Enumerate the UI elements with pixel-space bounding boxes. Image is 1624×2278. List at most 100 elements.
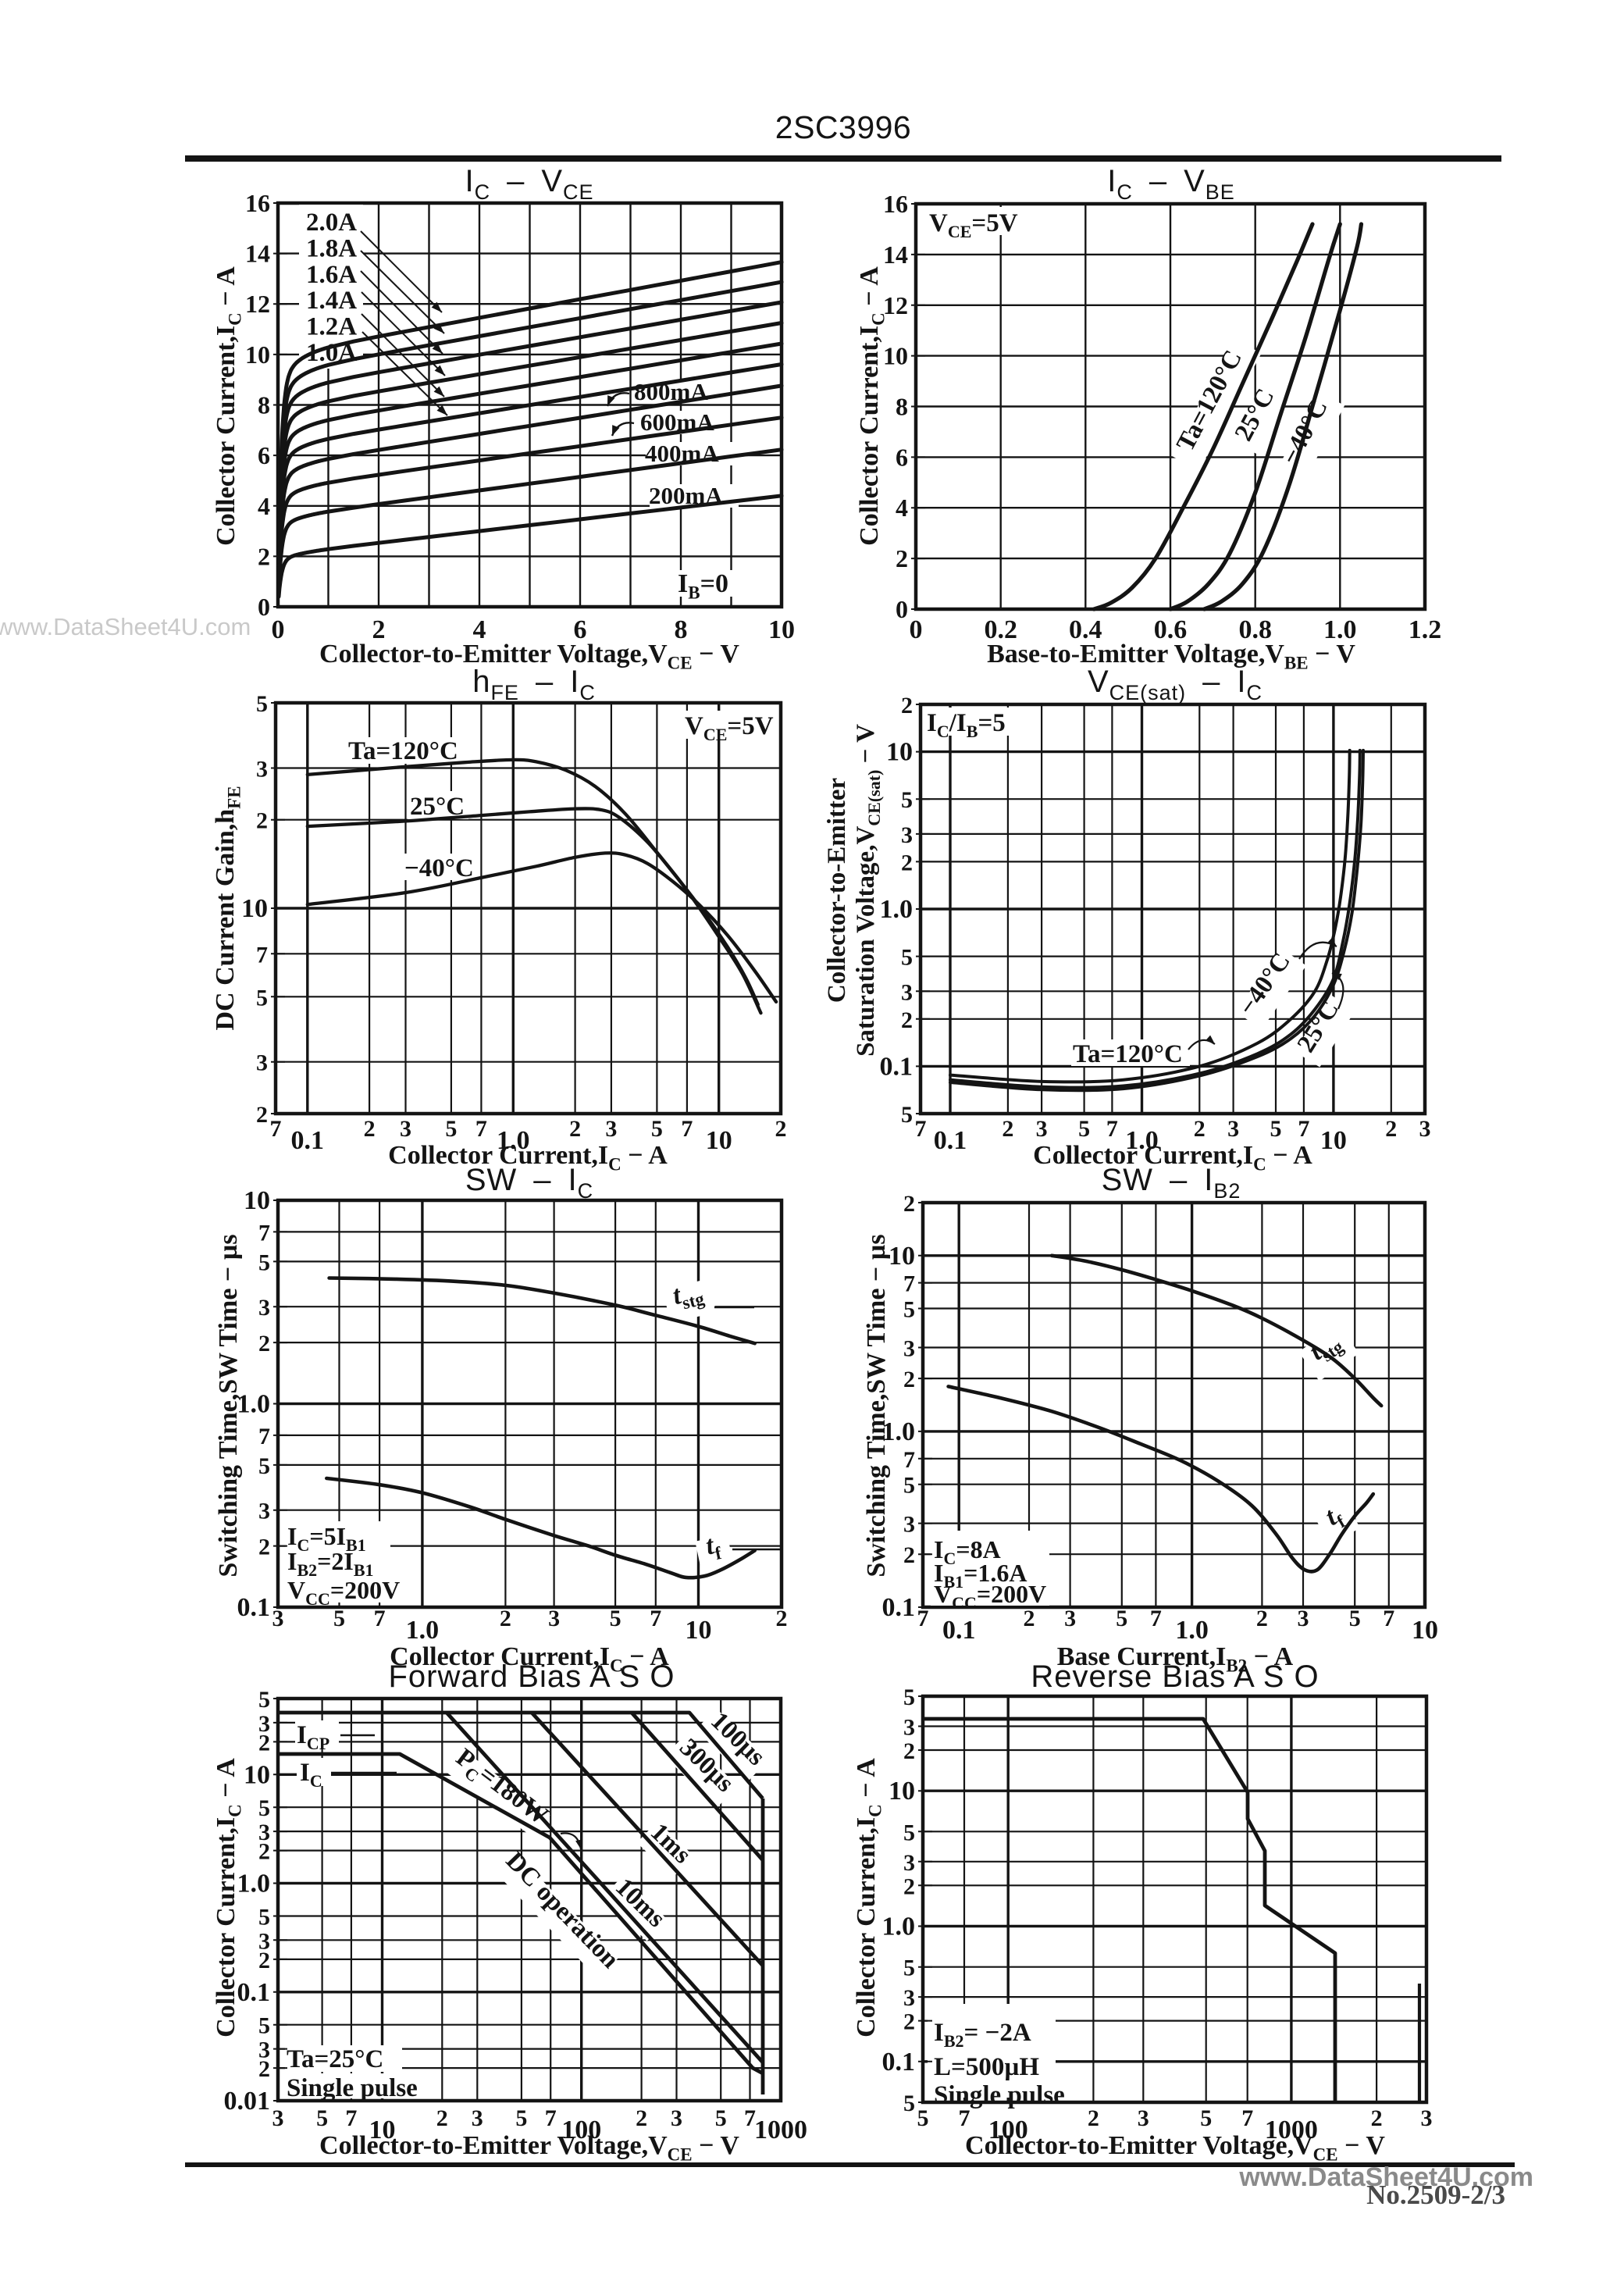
svg-text:10: 10 bbox=[768, 615, 795, 644]
svg-text:Collector Current,IC − A: Collector Current,IC − A bbox=[390, 1642, 669, 1676]
svg-text:1ms: 1ms bbox=[645, 1818, 696, 1869]
svg-text:7: 7 bbox=[1150, 1606, 1162, 1631]
svg-text:0.01: 0.01 bbox=[224, 2087, 271, 2116]
svg-text:2: 2 bbox=[1024, 1606, 1035, 1631]
svg-text:600mA: 600mA bbox=[640, 408, 714, 436]
svg-text:2: 2 bbox=[258, 542, 270, 570]
svg-text:14: 14 bbox=[883, 241, 908, 269]
svg-text:5: 5 bbox=[901, 945, 913, 971]
svg-text:2: 2 bbox=[500, 1606, 511, 1631]
svg-text:0: 0 bbox=[258, 593, 270, 621]
svg-text:100: 100 bbox=[561, 2116, 601, 2144]
svg-text:2: 2 bbox=[903, 1738, 915, 1764]
svg-text:3: 3 bbox=[256, 1050, 268, 1076]
svg-text:5: 5 bbox=[903, 1820, 915, 1845]
svg-text:100: 100 bbox=[988, 2116, 1028, 2144]
svg-text:8: 8 bbox=[896, 393, 908, 421]
svg-text:3: 3 bbox=[548, 1606, 560, 1631]
svg-text:2: 2 bbox=[901, 1007, 913, 1033]
svg-text:Collector Current,IC − A: Collector Current,IC − A bbox=[852, 1758, 885, 2037]
svg-text:IB2=2IB1: IB2=2IB1 bbox=[287, 1547, 374, 1580]
svg-text:2: 2 bbox=[1002, 1116, 1013, 1142]
svg-text:8: 8 bbox=[675, 615, 688, 644]
svg-text:SW – IB2: SW – IB2 bbox=[1102, 1163, 1241, 1203]
svg-text:5: 5 bbox=[256, 985, 268, 1011]
svg-text:10: 10 bbox=[889, 1242, 915, 1271]
svg-text:5: 5 bbox=[256, 691, 268, 717]
svg-text:1.2A: 1.2A bbox=[306, 313, 357, 341]
svg-text:7: 7 bbox=[345, 2105, 357, 2131]
svg-text:1.0: 1.0 bbox=[882, 1417, 916, 1446]
svg-text:Collector Current,IC − A: Collector Current,IC − A bbox=[212, 1758, 245, 2037]
svg-text:IB2= −2A: IB2= −2A bbox=[934, 2019, 1031, 2051]
svg-text:5: 5 bbox=[610, 1606, 621, 1631]
svg-text:3: 3 bbox=[258, 1711, 270, 1737]
svg-text:3: 3 bbox=[1298, 1606, 1309, 1631]
svg-text:3: 3 bbox=[1421, 2105, 1433, 2131]
svg-text:2: 2 bbox=[364, 1116, 376, 1142]
svg-text:Single pulse: Single pulse bbox=[934, 2081, 1065, 2109]
svg-text:7: 7 bbox=[258, 1220, 270, 1246]
svg-text:5: 5 bbox=[258, 1453, 270, 1479]
svg-text:3: 3 bbox=[671, 2105, 682, 2131]
svg-text:5: 5 bbox=[903, 1684, 915, 1710]
svg-text:0: 0 bbox=[896, 595, 908, 623]
svg-text:3: 3 bbox=[272, 2105, 284, 2131]
svg-text:7: 7 bbox=[650, 1606, 661, 1631]
svg-text:10: 10 bbox=[1412, 1616, 1438, 1645]
svg-text:2: 2 bbox=[1256, 1606, 1268, 1631]
svg-text:IC – VBE: IC – VBE bbox=[1107, 164, 1235, 204]
svg-text:6: 6 bbox=[896, 443, 908, 471]
svg-text:2: 2 bbox=[903, 1542, 915, 1568]
svg-text:IC/IB=5: IC/IB=5 bbox=[927, 709, 1006, 741]
svg-text:5: 5 bbox=[1349, 1606, 1361, 1631]
svg-text:5: 5 bbox=[903, 1473, 915, 1499]
svg-text:10: 10 bbox=[369, 2116, 396, 2144]
svg-text:1.0: 1.0 bbox=[1125, 1126, 1159, 1155]
svg-text:3: 3 bbox=[605, 1116, 617, 1142]
svg-text:2: 2 bbox=[775, 1116, 787, 1142]
svg-text:3: 3 bbox=[400, 1116, 411, 1142]
svg-text:0.1: 0.1 bbox=[882, 1593, 916, 1622]
svg-text:5: 5 bbox=[258, 1795, 270, 1821]
svg-text:3: 3 bbox=[272, 1606, 284, 1631]
svg-text:5: 5 bbox=[445, 1116, 457, 1142]
svg-text:5: 5 bbox=[903, 1955, 915, 1981]
svg-text:2: 2 bbox=[258, 1948, 270, 1973]
svg-text:Collector Current,IC − A: Collector Current,IC − A bbox=[1033, 1141, 1312, 1175]
svg-text:1000: 1000 bbox=[754, 2116, 807, 2144]
svg-text:10: 10 bbox=[686, 1616, 712, 1645]
svg-text:7: 7 bbox=[903, 1271, 915, 1297]
svg-text:16: 16 bbox=[883, 190, 908, 218]
svg-text:3: 3 bbox=[903, 1512, 915, 1538]
svg-text:3: 3 bbox=[903, 1336, 915, 1362]
svg-text:Collector-to-Emitter Voltage,V: Collector-to-Emitter Voltage,VCE − V bbox=[319, 2131, 739, 2165]
svg-text:L=500µH: L=500µH bbox=[934, 2053, 1039, 2081]
svg-text:2.0A: 2.0A bbox=[306, 209, 357, 237]
svg-text:0.4: 0.4 bbox=[1069, 615, 1102, 644]
svg-text:800mA: 800mA bbox=[634, 378, 708, 405]
svg-text:10: 10 bbox=[706, 1126, 732, 1155]
svg-text:IB=0: IB=0 bbox=[678, 569, 728, 603]
svg-text:IC=8A: IC=8A bbox=[934, 1535, 1001, 1568]
svg-text:VCE=5V: VCE=5V bbox=[685, 712, 774, 744]
svg-text:0.1: 0.1 bbox=[882, 2048, 916, 2077]
svg-text:2: 2 bbox=[1194, 1116, 1206, 1142]
svg-text:2: 2 bbox=[903, 1367, 915, 1392]
svg-text:Collector-to-Emitter: Collector-to-Emitter bbox=[823, 778, 851, 1003]
svg-text:1.6A: 1.6A bbox=[306, 261, 357, 289]
svg-text:3: 3 bbox=[258, 1928, 270, 1954]
svg-text:5: 5 bbox=[258, 2013, 270, 2039]
svg-text:SW – IC: SW – IC bbox=[465, 1163, 593, 1203]
svg-text:5: 5 bbox=[715, 2105, 727, 2131]
svg-text:1.0: 1.0 bbox=[1175, 1616, 1209, 1645]
svg-text:1000: 1000 bbox=[1265, 2116, 1318, 2144]
svg-text:6: 6 bbox=[258, 441, 270, 469]
svg-text:Collector-to-Emitter Voltage,V: Collector-to-Emitter Voltage,VCE − V bbox=[965, 2131, 1385, 2165]
svg-text:Ta=120°C: Ta=120°C bbox=[348, 737, 458, 765]
svg-text:10: 10 bbox=[245, 340, 270, 369]
svg-text:10: 10 bbox=[244, 1760, 270, 1789]
svg-text:4: 4 bbox=[473, 615, 486, 644]
svg-text:5: 5 bbox=[1270, 1116, 1282, 1142]
svg-text:Collector Current,IC − A: Collector Current,IC − A bbox=[388, 1141, 668, 1175]
